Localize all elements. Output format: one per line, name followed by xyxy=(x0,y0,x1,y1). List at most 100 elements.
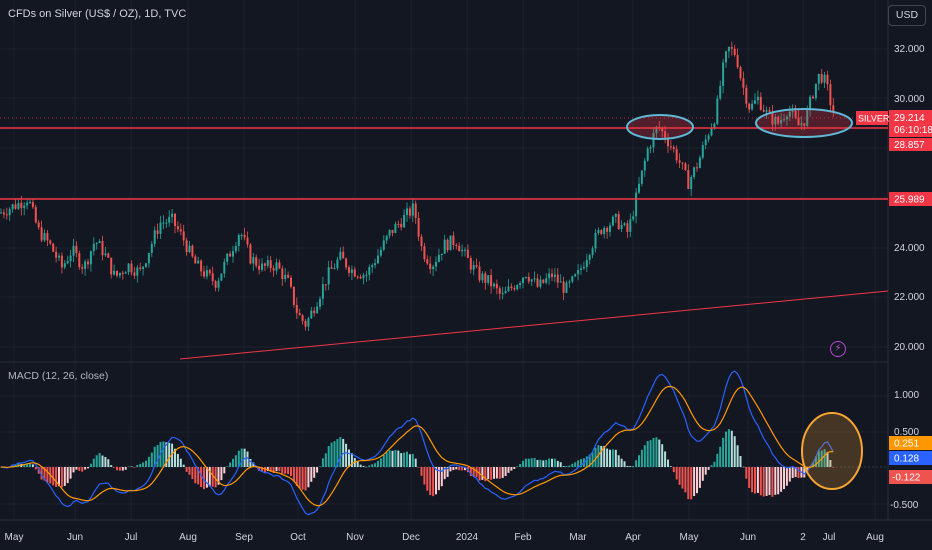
histogram-bar xyxy=(617,455,620,467)
candle-body xyxy=(191,245,194,257)
histogram-bar xyxy=(313,467,316,478)
level-upper-value: 28.857 xyxy=(894,140,925,151)
histogram-bar xyxy=(385,452,388,467)
histogram-bar xyxy=(107,459,110,467)
candle-body xyxy=(34,207,37,223)
histogram-bar xyxy=(704,467,707,475)
candle-body xyxy=(809,96,812,111)
candle-body xyxy=(814,83,817,99)
histogram-bar xyxy=(716,453,719,467)
candle-body xyxy=(403,214,406,228)
candle-body xyxy=(466,249,469,259)
candle-body xyxy=(171,213,174,217)
time-axis[interactable]: May Jun Jul Aug Sep Oct Nov Dec 2024 Feb… xyxy=(5,532,884,543)
candle-body xyxy=(664,131,667,140)
histogram-bar xyxy=(675,467,678,480)
macd-tick: -0.500 xyxy=(890,500,919,511)
candle-body xyxy=(307,318,310,327)
histogram-bar xyxy=(55,467,58,487)
candle-body xyxy=(2,212,5,215)
candle-body xyxy=(646,148,649,161)
candle-body xyxy=(432,266,435,270)
macd-indicator-title[interactable]: MACD (12, 26, close) xyxy=(8,370,109,382)
histogram-bar xyxy=(785,467,788,486)
candle-body xyxy=(640,170,643,184)
macd-highlight-circle[interactable] xyxy=(801,412,863,490)
histogram-bar xyxy=(632,465,635,467)
candle-body xyxy=(188,245,191,253)
candle-body xyxy=(539,279,542,287)
time-tick: Sep xyxy=(235,532,253,543)
candle-body xyxy=(220,273,223,281)
candle-body xyxy=(649,147,652,149)
histogram-bar xyxy=(174,448,176,467)
histogram-bar xyxy=(130,466,133,468)
candle-body xyxy=(226,253,229,262)
histogram-bar xyxy=(78,467,81,471)
histogram-bar xyxy=(420,467,423,476)
histogram-bar xyxy=(31,464,34,467)
candle-body xyxy=(643,160,646,171)
candle-body xyxy=(339,251,342,260)
histogram-bar xyxy=(298,467,301,489)
candle-body xyxy=(29,202,31,204)
candle-body xyxy=(217,280,220,288)
level-lower-value: 25.989 xyxy=(894,195,925,206)
candle-body xyxy=(139,267,142,269)
candle-body xyxy=(707,135,710,140)
chart-title[interactable]: CFDs on Silver (US$ / OZ), 1D, TVC xyxy=(8,8,187,20)
candle-body xyxy=(298,312,301,316)
histogram-bar xyxy=(658,439,661,467)
histogram-bar xyxy=(266,467,269,472)
highlight-ellipse-june[interactable] xyxy=(755,108,853,138)
macd-axis[interactable]: 1.000 0.500 -0.500 xyxy=(890,390,919,511)
candle-body xyxy=(504,291,507,294)
histogram-bar xyxy=(60,467,63,488)
candle-body xyxy=(356,276,359,278)
price-axis[interactable]: 32.000 30.000 24.000 22.000 20.000 xyxy=(894,44,925,353)
histogram-bar xyxy=(330,442,333,467)
candle-body xyxy=(229,253,232,257)
histogram-bar xyxy=(681,467,684,489)
histogram-bar xyxy=(484,467,487,482)
candle-body xyxy=(553,274,556,277)
histogram-bar xyxy=(426,467,429,491)
histogram-bar xyxy=(611,449,614,467)
candle-body xyxy=(420,236,423,247)
histogram-bar xyxy=(377,460,379,467)
histogram-bar xyxy=(823,449,826,467)
histogram-bar xyxy=(542,460,545,467)
histogram-bar xyxy=(669,466,672,467)
histogram-bar xyxy=(200,467,203,488)
candle-body xyxy=(345,258,348,268)
histogram-bar xyxy=(513,467,516,469)
candle-body xyxy=(104,253,107,256)
histogram-bar xyxy=(203,467,205,490)
currency-button[interactable]: USD xyxy=(888,5,926,26)
candle-body xyxy=(342,251,345,259)
support-trendline[interactable] xyxy=(179,290,889,360)
candle-body xyxy=(118,272,121,276)
lightning-icon[interactable]: ⚡ xyxy=(830,341,846,357)
histogram-bar xyxy=(147,456,150,467)
candle-body xyxy=(232,251,234,257)
time-tick: 2 xyxy=(800,532,806,543)
histogram-bar xyxy=(316,467,319,473)
histogram-bar xyxy=(281,467,284,474)
candle-body xyxy=(530,279,533,282)
candle-body xyxy=(237,235,240,246)
histogram-bar xyxy=(519,463,522,467)
candle-body xyxy=(600,230,603,235)
histogram-bar xyxy=(756,467,759,493)
histogram-bar xyxy=(275,467,278,472)
histogram-bar xyxy=(110,465,113,467)
histogram-bar xyxy=(43,467,46,481)
highlight-ellipse-april[interactable] xyxy=(626,114,694,140)
histogram-bar xyxy=(379,458,382,467)
histogram-bar xyxy=(40,467,43,480)
time-tick: Jul xyxy=(823,532,836,543)
candle-body xyxy=(116,270,118,276)
candle-body xyxy=(794,110,797,118)
candle-body xyxy=(559,281,562,283)
